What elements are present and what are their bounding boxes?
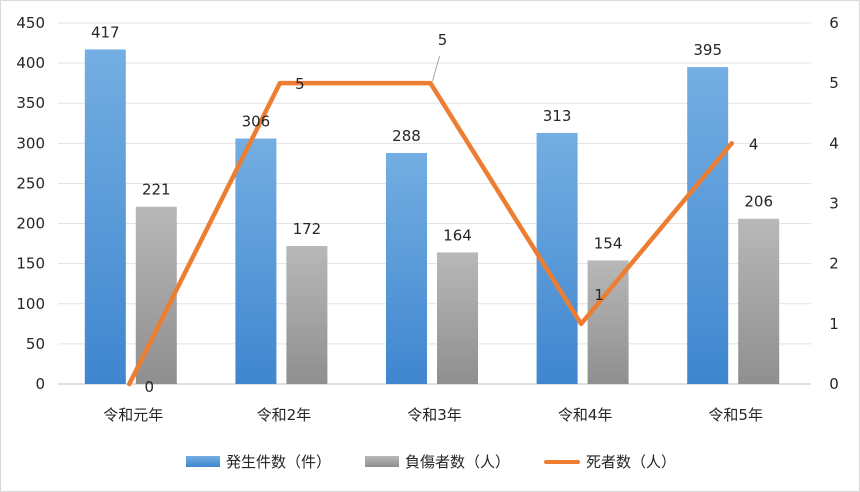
- bar-injured: [738, 218, 780, 384]
- bar-injured: [437, 252, 478, 384]
- right-tick-label: 1: [829, 315, 839, 333]
- label-leader-line: [432, 56, 440, 82]
- legend-swatch-incidents: [185, 456, 220, 467]
- legend: 発生件数（件） 負傷者数（人） 死者数（人）: [1, 451, 860, 472]
- bar-data-label: 154: [594, 234, 623, 252]
- bar-data-label: 313: [543, 107, 572, 125]
- left-axis: 0 50 100 150 200 250 300 350 400 450: [16, 14, 45, 393]
- line-point-deaths: [729, 141, 734, 146]
- line-deaths: [127, 80, 734, 387]
- gridlines: [58, 22, 811, 385]
- bar-injured: [286, 246, 328, 384]
- legend-item-incidents: 発生件数（件）: [185, 451, 331, 472]
- legend-label-incidents: 発生件数（件）: [225, 453, 331, 471]
- bar-data-label: 164: [443, 226, 472, 244]
- legend-label-injured: 負傷者数（人）: [404, 453, 510, 471]
- bar-data-label: 395: [693, 41, 722, 59]
- bar-incidents: [386, 152, 427, 384]
- left-tick-label: 0: [35, 375, 45, 393]
- line-data-label: 4: [749, 135, 759, 153]
- right-axis: 0 1 2 3 4 5 6: [829, 14, 839, 393]
- left-tick-label: 350: [16, 94, 45, 112]
- left-tick-label: 200: [16, 215, 45, 233]
- right-tick-label: 6: [829, 14, 839, 32]
- category-axis: 令和元年 令和2年 令和3年 令和4年 令和5年: [103, 406, 763, 424]
- legend-item-deaths: 死者数（人）: [544, 451, 676, 472]
- left-tick-label: 250: [16, 174, 45, 192]
- line-series: [127, 80, 734, 387]
- line-data-label: 5: [438, 31, 448, 49]
- right-tick-label: 2: [829, 255, 839, 273]
- bar-data-label: 306: [242, 113, 271, 131]
- bar-incidents: [84, 49, 126, 385]
- left-tick-label: 300: [16, 134, 45, 152]
- left-tick-label: 400: [16, 54, 45, 72]
- line-data-label: 5: [295, 75, 305, 93]
- line-point-deaths: [127, 381, 132, 387]
- bar-incidents: [687, 67, 729, 384]
- line-data-label: 0: [145, 378, 155, 396]
- line-point-deaths: [578, 321, 584, 327]
- right-tick-label: 3: [829, 195, 839, 213]
- legend-label-deaths: 死者数（人）: [586, 453, 677, 471]
- bar-data-label: 172: [293, 220, 322, 238]
- bar-incidents: [235, 138, 277, 384]
- bar-incidents: [536, 132, 578, 384]
- right-tick-label: 5: [829, 74, 839, 92]
- line-point-deaths: [428, 80, 433, 86]
- line-point-deaths: [277, 80, 283, 86]
- category-label: 令和5年: [708, 406, 763, 424]
- left-tick-label: 100: [16, 295, 45, 313]
- right-tick-label: 0: [829, 375, 839, 393]
- bar-data-label: 206: [744, 193, 773, 211]
- left-tick-label: 150: [16, 255, 45, 273]
- category-label: 令和3年: [407, 406, 462, 424]
- left-tick-label: 450: [16, 14, 45, 32]
- bar-data-label: 221: [142, 181, 171, 199]
- legend-swatch-deaths: [544, 459, 580, 464]
- bar-data-label: 288: [392, 127, 421, 145]
- right-tick-label: 4: [829, 134, 839, 152]
- category-label: 令和2年: [257, 406, 312, 424]
- bar-injured: [587, 260, 629, 384]
- category-label: 令和元年: [103, 406, 163, 424]
- data-labels: 417 306 288 313 395 221 172 164 154 206 0 5 5 1 4: [91, 23, 773, 396]
- legend-swatch-injured: [364, 456, 399, 467]
- line-data-label: 1: [594, 286, 604, 304]
- bar-data-label: 417: [91, 23, 120, 41]
- legend-item-injured: 負傷者数（人）: [364, 451, 510, 472]
- left-tick-label: 50: [26, 335, 45, 353]
- bars: [84, 49, 780, 385]
- category-label: 令和4年: [558, 406, 613, 424]
